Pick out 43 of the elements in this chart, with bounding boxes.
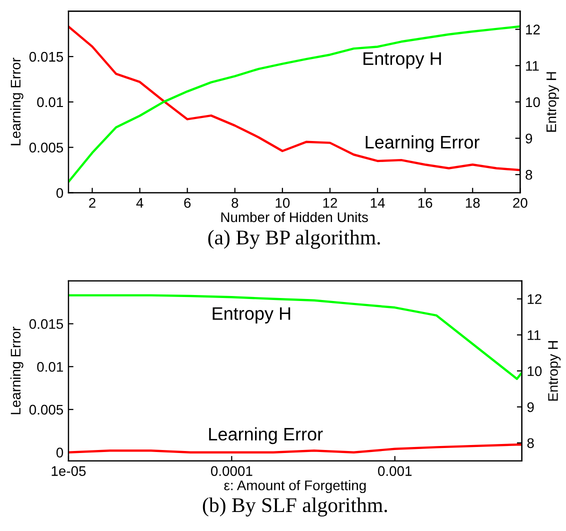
x-tick-label: 0.0001 — [210, 466, 252, 476]
y2-axis-title: Entropy H — [546, 72, 559, 132]
y-tick-label: 0 — [56, 188, 64, 198]
x-tick-label: 0.001 — [378, 466, 412, 476]
annotation: Entropy H — [212, 307, 290, 324]
x-tick-label: 8 — [232, 198, 238, 208]
text: (b) By SLF algorithm. — [202, 498, 387, 516]
annotation: Learning Error — [366, 135, 480, 152]
y2-tick-label: 11 — [526, 61, 539, 71]
y-tick-label: 0.015 — [29, 319, 64, 329]
x-tick-label: 10 — [276, 198, 290, 208]
y-tick-label: 0.01 — [37, 362, 63, 372]
annotation: Entropy H — [364, 52, 441, 69]
y2-tick-label: 10 — [526, 97, 540, 108]
annotation: Learning Error — [209, 427, 323, 444]
y-tick-label: 0.005 — [29, 142, 64, 153]
y-tick-label: 0.005 — [29, 404, 64, 415]
y2-tick-label: 12 — [528, 294, 542, 304]
y2-tick-label: 10 — [528, 366, 542, 376]
y2-tick-label: 12 — [526, 24, 540, 34]
x-tick-label: 20 — [513, 198, 528, 208]
y-axis-title: Learning Error — [10, 326, 24, 414]
y2-tick-label: 8 — [526, 170, 532, 180]
x-axis-title: Number of Hidden Units — [221, 212, 368, 222]
text: (a) By BP algorithm. — [208, 230, 380, 249]
y-tick-label: 0 — [56, 448, 64, 458]
x-tick-label: 16 — [418, 198, 432, 208]
x-tick-label: 12 — [323, 198, 338, 208]
y-tick-label: 0.01 — [37, 97, 63, 108]
x-tick-label: 14 — [370, 198, 385, 208]
y2-tick-label: 9 — [527, 402, 534, 412]
y2-tick-label: 9 — [526, 134, 532, 144]
x-tick-label: 2 — [89, 198, 96, 208]
x-axis-title: ε: Amount of Forgetting — [224, 480, 366, 494]
y-tick-label: 0.015 — [29, 52, 64, 62]
x-tick-label: 4 — [136, 198, 144, 208]
y2-axis-title: Entropy H — [548, 341, 561, 401]
x-tick-label: 6 — [184, 198, 191, 208]
y2-tick-label: 11 — [528, 330, 540, 340]
x-tick-label: 18 — [466, 198, 480, 208]
y2-tick-label: 8 — [527, 438, 534, 448]
x-tick-label: 1e-05 — [52, 466, 86, 476]
y-axis-title: Learning Error — [10, 58, 24, 146]
